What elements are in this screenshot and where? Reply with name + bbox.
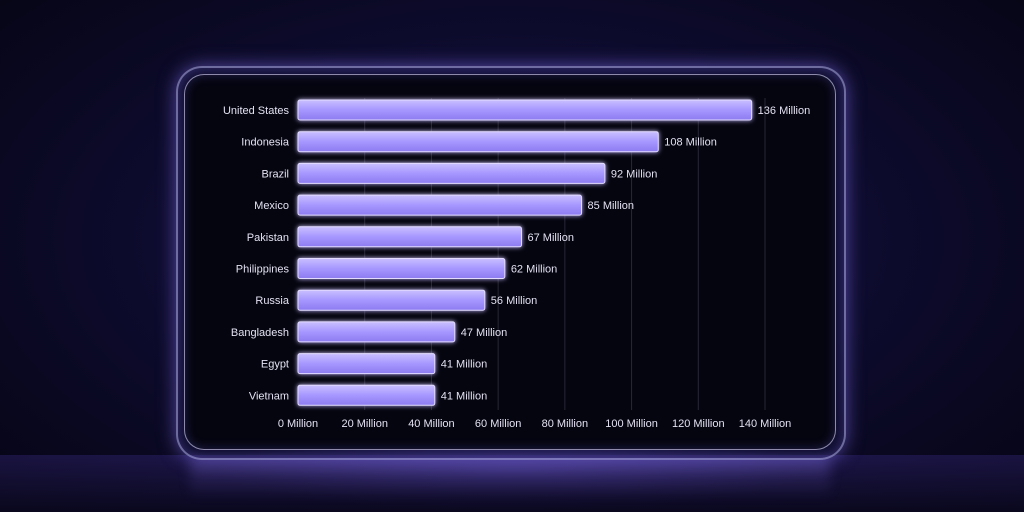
bar <box>297 258 506 279</box>
value-label: 56 Million <box>491 295 537 307</box>
bars <box>297 99 753 406</box>
floor <box>0 455 1024 512</box>
value-label: 41 Million <box>441 390 487 402</box>
bar <box>297 131 659 153</box>
x-tick-label: 80 Million <box>542 418 588 430</box>
value-label: 47 Million <box>461 327 507 339</box>
bar <box>297 99 753 121</box>
value-label: 85 Million <box>588 200 634 212</box>
value-label: 136 Million <box>758 105 811 117</box>
category-label: Mexico <box>254 200 289 212</box>
value-label: 67 Million <box>527 232 573 244</box>
category-label: United States <box>223 105 290 117</box>
bar <box>297 289 486 311</box>
x-tick-label: 60 Million <box>475 418 521 430</box>
x-tick-label: 0 Million <box>278 418 318 430</box>
glow-reflection <box>190 458 830 498</box>
bar <box>297 384 436 406</box>
category-label: Bangladesh <box>231 327 289 339</box>
x-tick-label: 20 Million <box>341 418 387 430</box>
category-label: Vietnam <box>249 390 289 402</box>
bar <box>297 226 522 248</box>
x-tick-label: 120 Million <box>672 418 725 430</box>
x-tick-label: 40 Million <box>408 418 454 430</box>
bar <box>297 194 583 216</box>
category-label: Pakistan <box>247 232 289 244</box>
labels: 0 Million 20 Million 40 Million 60 Million 8… <box>223 105 810 430</box>
value-label: 108 Million <box>664 137 717 149</box>
value-label: 92 Million <box>611 168 657 180</box>
category-label: Egypt <box>261 359 289 371</box>
bar <box>297 321 456 343</box>
bar <box>297 162 606 184</box>
category-label: Brazil <box>261 168 289 180</box>
category-label: Indonesia <box>241 137 290 149</box>
value-label: 62 Million <box>511 264 557 276</box>
bar <box>297 353 436 375</box>
x-tick-label: 140 Million <box>739 418 792 430</box>
value-label: 41 Million <box>441 359 487 371</box>
category-label: Russia <box>255 295 290 307</box>
x-tick-label: 100 Million <box>605 418 658 430</box>
category-label: Philippines <box>236 264 290 276</box>
